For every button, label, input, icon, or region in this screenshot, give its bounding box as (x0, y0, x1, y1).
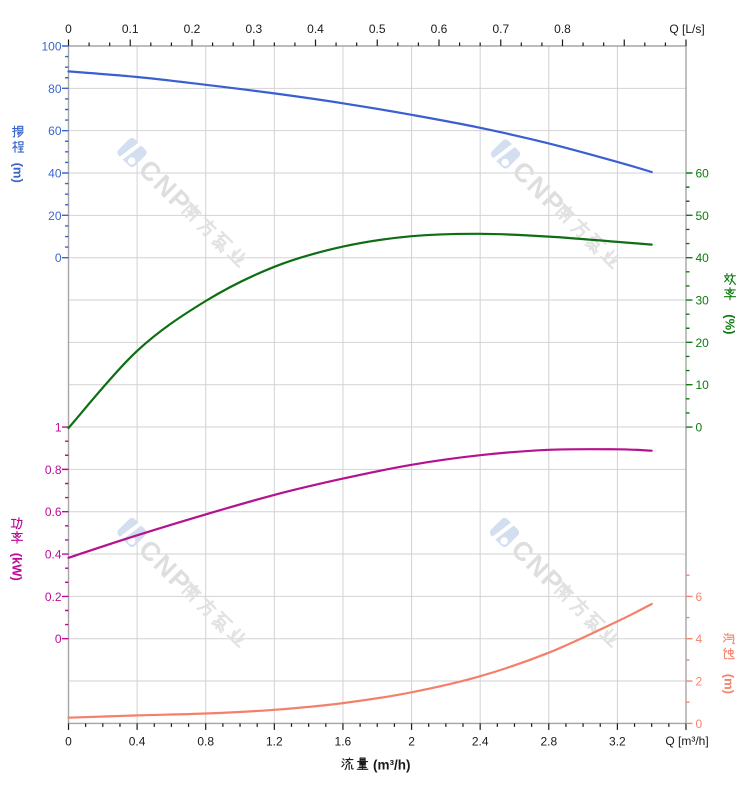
svg-text:4: 4 (696, 632, 703, 646)
svg-text:0.5: 0.5 (369, 22, 386, 36)
svg-text:1.6: 1.6 (335, 735, 352, 749)
svg-text:10: 10 (696, 378, 710, 392)
svg-text:(m³/h): (m³/h) (373, 758, 411, 773)
svg-text:60: 60 (696, 167, 710, 181)
svg-text:0.8: 0.8 (45, 463, 62, 477)
svg-text:0.8: 0.8 (197, 735, 214, 749)
svg-text:0: 0 (696, 421, 703, 435)
svg-text:(kW): (kW) (10, 553, 25, 581)
svg-text:0.7: 0.7 (492, 22, 509, 36)
svg-text:0: 0 (65, 22, 72, 36)
svg-text:80: 80 (48, 82, 62, 96)
svg-text:60: 60 (48, 124, 62, 138)
svg-text:0: 0 (696, 717, 703, 731)
svg-text:0.4: 0.4 (45, 548, 62, 562)
svg-text:0.6: 0.6 (431, 22, 448, 36)
svg-text:2.4: 2.4 (472, 735, 489, 749)
svg-text:0.3: 0.3 (245, 22, 262, 36)
svg-text:0: 0 (65, 735, 72, 749)
svg-text:1: 1 (55, 421, 62, 435)
svg-text:30: 30 (696, 294, 710, 308)
svg-text:(m): (m) (722, 674, 737, 694)
svg-text:40: 40 (696, 251, 710, 265)
svg-text:20: 20 (48, 209, 62, 223)
svg-text:Q [L/s]: Q [L/s] (669, 22, 704, 36)
svg-text:0.2: 0.2 (184, 22, 201, 36)
svg-text:0: 0 (55, 632, 62, 646)
svg-text:6: 6 (696, 590, 703, 604)
svg-text:0.1: 0.1 (122, 22, 139, 36)
svg-text:Q [m³/h]: Q [m³/h] (665, 734, 708, 748)
svg-text:3.2: 3.2 (609, 735, 626, 749)
svg-text:20: 20 (696, 336, 710, 350)
svg-text:(%): (%) (723, 314, 738, 334)
svg-text:40: 40 (48, 167, 62, 181)
svg-text:(m): (m) (11, 163, 26, 183)
svg-text:0.6: 0.6 (45, 505, 62, 519)
svg-text:50: 50 (696, 209, 710, 223)
svg-text:0: 0 (55, 251, 62, 265)
svg-text:2: 2 (696, 675, 703, 689)
svg-text:0.8: 0.8 (554, 22, 571, 36)
svg-text:100: 100 (41, 40, 61, 54)
svg-text:2.8: 2.8 (540, 735, 557, 749)
svg-text:0.4: 0.4 (129, 735, 146, 749)
svg-text:2: 2 (408, 735, 415, 749)
svg-text:1.2: 1.2 (266, 735, 283, 749)
svg-text:0.2: 0.2 (45, 590, 62, 604)
svg-text:0.4: 0.4 (307, 22, 324, 36)
